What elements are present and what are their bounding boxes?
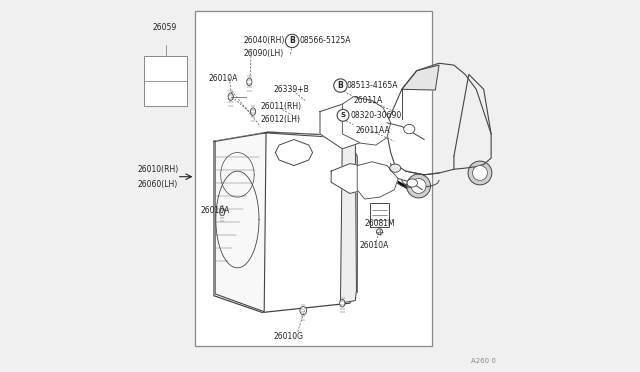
Ellipse shape <box>404 124 415 134</box>
Polygon shape <box>214 132 357 312</box>
Circle shape <box>468 161 492 185</box>
Polygon shape <box>357 162 398 199</box>
Text: 26060(LH): 26060(LH) <box>138 180 178 189</box>
Bar <box>145 56 187 106</box>
Text: 26059: 26059 <box>153 23 177 32</box>
Text: 08513-4165A: 08513-4165A <box>346 81 397 90</box>
Polygon shape <box>320 104 372 149</box>
Text: S: S <box>340 112 346 118</box>
Text: 26011(RH): 26011(RH) <box>260 102 301 110</box>
Ellipse shape <box>228 93 234 100</box>
Ellipse shape <box>407 179 417 187</box>
Ellipse shape <box>220 208 225 216</box>
Circle shape <box>411 179 426 193</box>
Bar <box>370 203 389 227</box>
Polygon shape <box>342 97 390 145</box>
Ellipse shape <box>390 164 401 172</box>
Text: 26010A: 26010A <box>209 74 238 83</box>
Polygon shape <box>264 132 353 141</box>
Text: 08566-5125A: 08566-5125A <box>300 36 351 45</box>
Ellipse shape <box>250 108 255 115</box>
Ellipse shape <box>376 229 383 235</box>
Polygon shape <box>215 133 266 312</box>
Text: 26010A: 26010A <box>201 206 230 215</box>
Text: 26012(LH): 26012(LH) <box>260 115 301 124</box>
Circle shape <box>472 166 488 180</box>
Text: 08320-30690: 08320-30690 <box>351 111 402 120</box>
Text: 26010A: 26010A <box>359 241 388 250</box>
Ellipse shape <box>340 299 345 307</box>
Text: 26090(LH): 26090(LH) <box>244 49 284 58</box>
Text: 26040(RH): 26040(RH) <box>244 36 285 45</box>
Text: 26011A: 26011A <box>353 96 383 105</box>
Text: B: B <box>289 36 295 45</box>
Text: B: B <box>337 81 343 90</box>
Text: A260 0: A260 0 <box>471 358 496 364</box>
Text: 26010G: 26010G <box>273 332 303 341</box>
Circle shape <box>285 34 299 48</box>
Ellipse shape <box>246 78 252 86</box>
Ellipse shape <box>300 307 307 315</box>
Polygon shape <box>331 164 372 193</box>
Text: 26010(RH): 26010(RH) <box>138 165 179 174</box>
Circle shape <box>334 79 347 92</box>
Polygon shape <box>402 65 439 90</box>
Text: 26081M: 26081M <box>365 219 396 228</box>
Polygon shape <box>340 138 356 303</box>
Bar <box>195 11 431 346</box>
Circle shape <box>406 174 431 198</box>
Circle shape <box>337 109 349 121</box>
Text: 26339+B: 26339+B <box>273 85 309 94</box>
Polygon shape <box>275 140 312 166</box>
Text: 26011AA: 26011AA <box>355 126 390 135</box>
